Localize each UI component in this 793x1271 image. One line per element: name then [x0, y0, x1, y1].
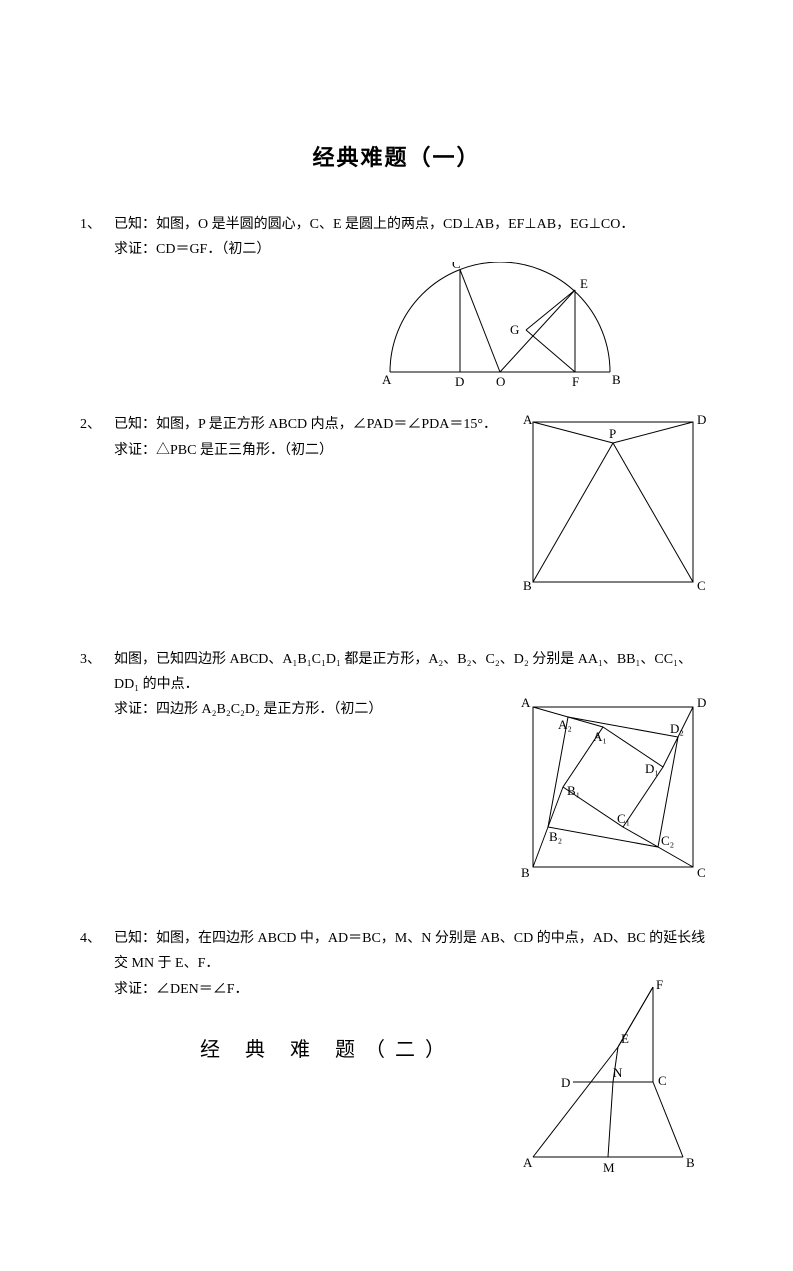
fig3-label-B: B	[521, 865, 530, 880]
problem-1-line1: 已知：如图，O 是半圆的圆心，C、E 是圆上的两点，CD⊥AB，EF⊥AB，EG…	[114, 217, 634, 232]
fig2-label-B: B	[523, 578, 532, 592]
fig2-label-P: P	[609, 426, 616, 441]
fig4-label-A: A	[523, 1155, 533, 1170]
fig2-label-A: A	[523, 412, 533, 427]
fig3-label-B1: B₁	[567, 783, 580, 798]
problem-2: 2、 已知：如图，P 是正方形 ABCD 内点，∠PAD＝∠PDA＝15°． 求…	[80, 412, 713, 601]
fig3-label-C2: C₂	[661, 833, 674, 848]
fig4-label-C: C	[658, 1073, 667, 1088]
problem-4-line2: 求证：∠DEN＝∠F．	[80, 977, 513, 1002]
problem-4-number: 4、	[80, 926, 101, 951]
fig4-label-F: F	[656, 977, 663, 992]
fig1-label-A: A	[382, 372, 392, 387]
problem-1-number: 1、	[80, 212, 101, 237]
figure-4: A B M F E D C N	[513, 977, 713, 1182]
problem-1: 1、 已知：如图，O 是半圆的圆心，C、E 是圆上的两点，CD⊥AB，EF⊥AB…	[80, 212, 713, 392]
fig4-label-B: B	[686, 1155, 695, 1170]
fig3-label-A2: A₂	[558, 717, 572, 732]
problem-3-line2: 求证：四边形 A₂B₂C₂D₂ 是正方形．（初二）	[80, 697, 513, 722]
fig3-label-A1: A₁	[593, 729, 607, 744]
problem-4-line1: 已知：如图，在四边形 ABCD 中，AD＝BC，M、N 分别是 AB、CD 的中…	[114, 931, 705, 971]
fig4-label-D: D	[561, 1075, 570, 1090]
fig1-label-C: C	[452, 262, 461, 271]
problem-2-line2: 求证：△PBC 是正三角形．（初二）	[80, 438, 513, 463]
fig3-label-C1: C₁	[617, 811, 630, 826]
fig1-label-D: D	[455, 374, 464, 389]
problem-1-line2: 求证：CD＝GF．（初二）	[80, 237, 713, 262]
subtitle: 经 典 难 题（二）	[80, 1032, 513, 1068]
fig3-label-A: A	[521, 697, 531, 710]
problem-3-line1: 如图，已知四边形 ABCD、A₁B₁C₁D₁ 都是正方形，A₂、B₂、C₂、D₂…	[114, 652, 692, 692]
fig1-label-B: B	[612, 372, 621, 387]
problem-2-line1: 已知：如图，P 是正方形 ABCD 内点，∠PAD＝∠PDA＝15°．	[114, 417, 497, 432]
fig1-label-G: G	[510, 322, 519, 337]
problem-4: 4、 已知：如图，在四边形 ABCD 中，AD＝BC，M、N 分别是 AB、CD…	[80, 926, 713, 1191]
figure-3: A D B C A₁ D₁ C₁ B₁ A₂ D₂ C₂ B₂	[513, 697, 713, 882]
fig3-label-C: C	[697, 865, 706, 880]
fig4-label-N: N	[613, 1065, 623, 1080]
fig4-label-E: E	[621, 1031, 629, 1046]
page-title: 经典难题（一）	[80, 140, 713, 172]
fig3-label-B2: B₂	[549, 829, 562, 844]
fig1-label-E: E	[580, 276, 588, 291]
fig4-label-M: M	[603, 1160, 615, 1175]
problem-3: 3、 如图，已知四边形 ABCD、A₁B₁C₁D₁ 都是正方形，A₂、B₂、C₂…	[80, 647, 713, 892]
figure-2: A D B C P	[513, 412, 713, 592]
figure-1: A B C D E F G O	[360, 262, 640, 392]
fig2-label-D: D	[697, 412, 706, 427]
problem-3-number: 3、	[80, 647, 101, 672]
fig1-label-F: F	[572, 374, 579, 389]
fig3-label-D1: D₁	[645, 761, 659, 776]
problem-2-number: 2、	[80, 412, 101, 437]
fig3-label-D: D	[697, 697, 706, 710]
fig3-label-D2: D₂	[670, 721, 684, 736]
fig2-label-C: C	[697, 578, 706, 592]
fig1-label-O: O	[496, 374, 505, 389]
